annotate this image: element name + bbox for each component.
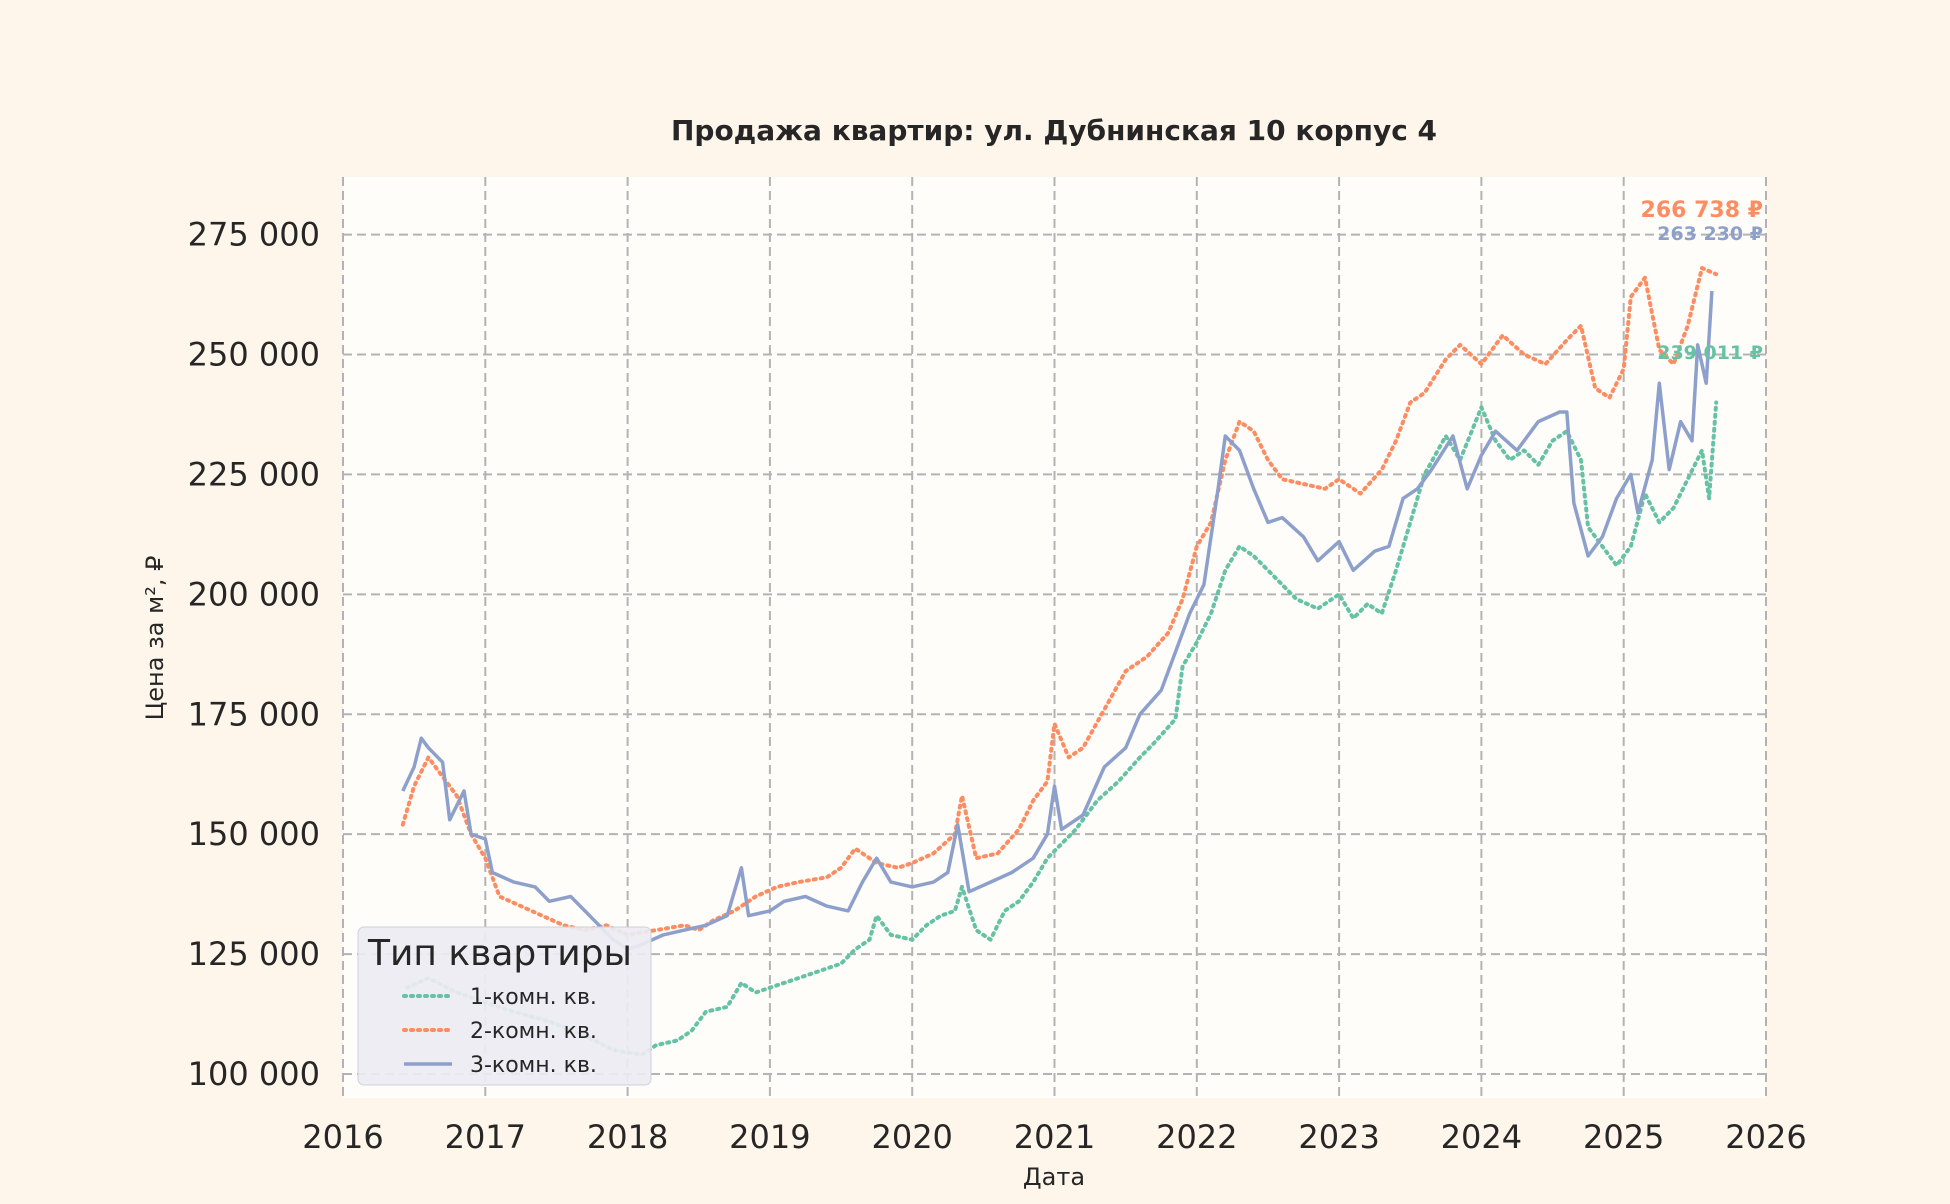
x-axis-label: Дата	[1023, 1163, 1085, 1191]
y-tick-label: 175 000	[188, 695, 320, 733]
y-tick-label: 250 000	[188, 335, 320, 373]
x-tick-label: 2018	[587, 1118, 668, 1156]
x-tick-label: 2025	[1583, 1118, 1664, 1156]
x-tick-label: 2017	[445, 1118, 526, 1156]
x-tick-label: 2024	[1441, 1118, 1522, 1156]
legend-label: 1-комн. кв.	[470, 985, 597, 1010]
chart-title: Продажа квартир: ул. Дубнинская 10 корпу…	[671, 114, 1437, 147]
x-tick-label: 2026	[1725, 1118, 1806, 1156]
end-value-label: 263 230 ₽	[1657, 223, 1763, 245]
x-tick-label: 2023	[1298, 1118, 1379, 1156]
x-tick-label: 2022	[1156, 1118, 1237, 1156]
y-axis-label: Цена за м², ₽	[141, 556, 169, 721]
y-tick-label: 125 000	[188, 935, 320, 973]
legend-box	[357, 926, 652, 1086]
legend-label: 3-комн. кв.	[470, 1053, 597, 1078]
x-tick-label: 2020	[871, 1118, 952, 1156]
y-axis: 100 000 125 000 150 000 175 000 200 000 225 0…	[188, 216, 320, 1093]
y-tick-label: 200 000	[188, 575, 320, 613]
legend-items: 1-комн. кв. 2-комн. кв. 3-комн. кв.	[402, 985, 597, 1078]
y-tick-label: 150 000	[188, 815, 320, 853]
x-axis: 2016 2017 2018 2019 2020 2021 2022 2023 2024 2025…	[302, 1118, 1806, 1156]
x-tick-label: 2019	[729, 1118, 810, 1156]
series-line-1room	[405, 400, 1719, 1057]
y-tick-label: 100 000	[188, 1055, 320, 1093]
series-line-3room	[401, 290, 1714, 952]
x-tick-label: 2021	[1014, 1118, 1095, 1156]
end-labels: 239 011 ₽ 266 738 ₽263 230 ₽	[1641, 198, 1763, 364]
y-tick-label: 275 000	[188, 216, 320, 254]
x-tick-label: 2016	[302, 1118, 383, 1156]
legend-label: 2-комн. кв.	[470, 1019, 597, 1044]
y-tick-label: 225 000	[188, 455, 320, 493]
legend-title: Тип квартиры	[367, 933, 632, 974]
legend: Тип квартиры 1-комн. кв. 2-комн. кв. 3-ком…	[357, 926, 652, 1086]
end-value-label: 239 011 ₽	[1657, 342, 1763, 364]
end-value-label: 266 738 ₽	[1641, 198, 1763, 223]
